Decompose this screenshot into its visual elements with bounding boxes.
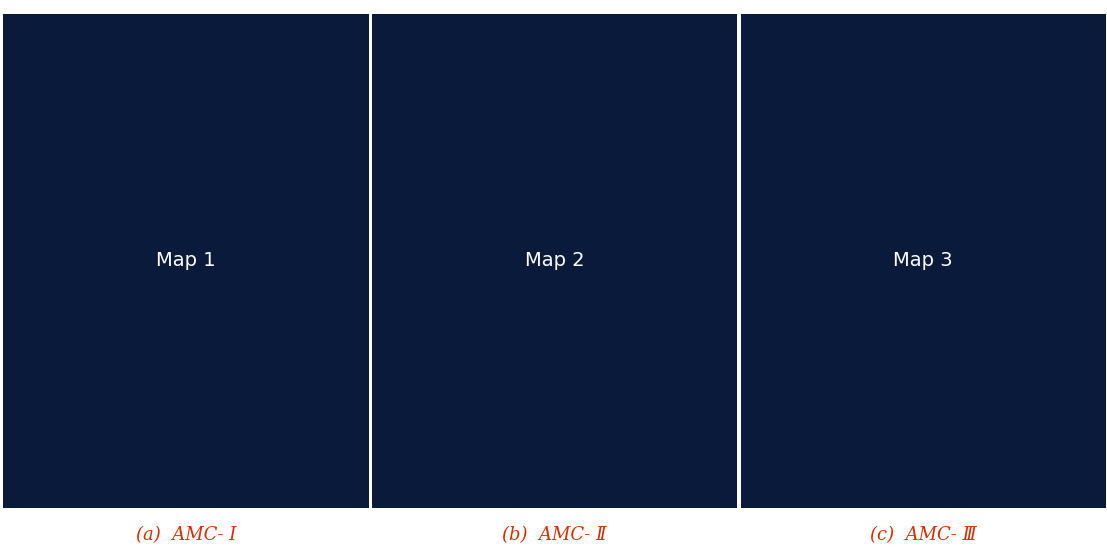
Text: (b)  AMC- Ⅱ: (b) AMC- Ⅱ <box>503 526 607 544</box>
Text: (c)  AMC- Ⅲ: (c) AMC- Ⅲ <box>870 526 976 544</box>
Text: Map 2: Map 2 <box>525 251 584 270</box>
Text: Map 3: Map 3 <box>893 251 953 270</box>
Text: (a)  AMC- I: (a) AMC- I <box>136 526 236 544</box>
Text: Map 1: Map 1 <box>156 251 216 270</box>
